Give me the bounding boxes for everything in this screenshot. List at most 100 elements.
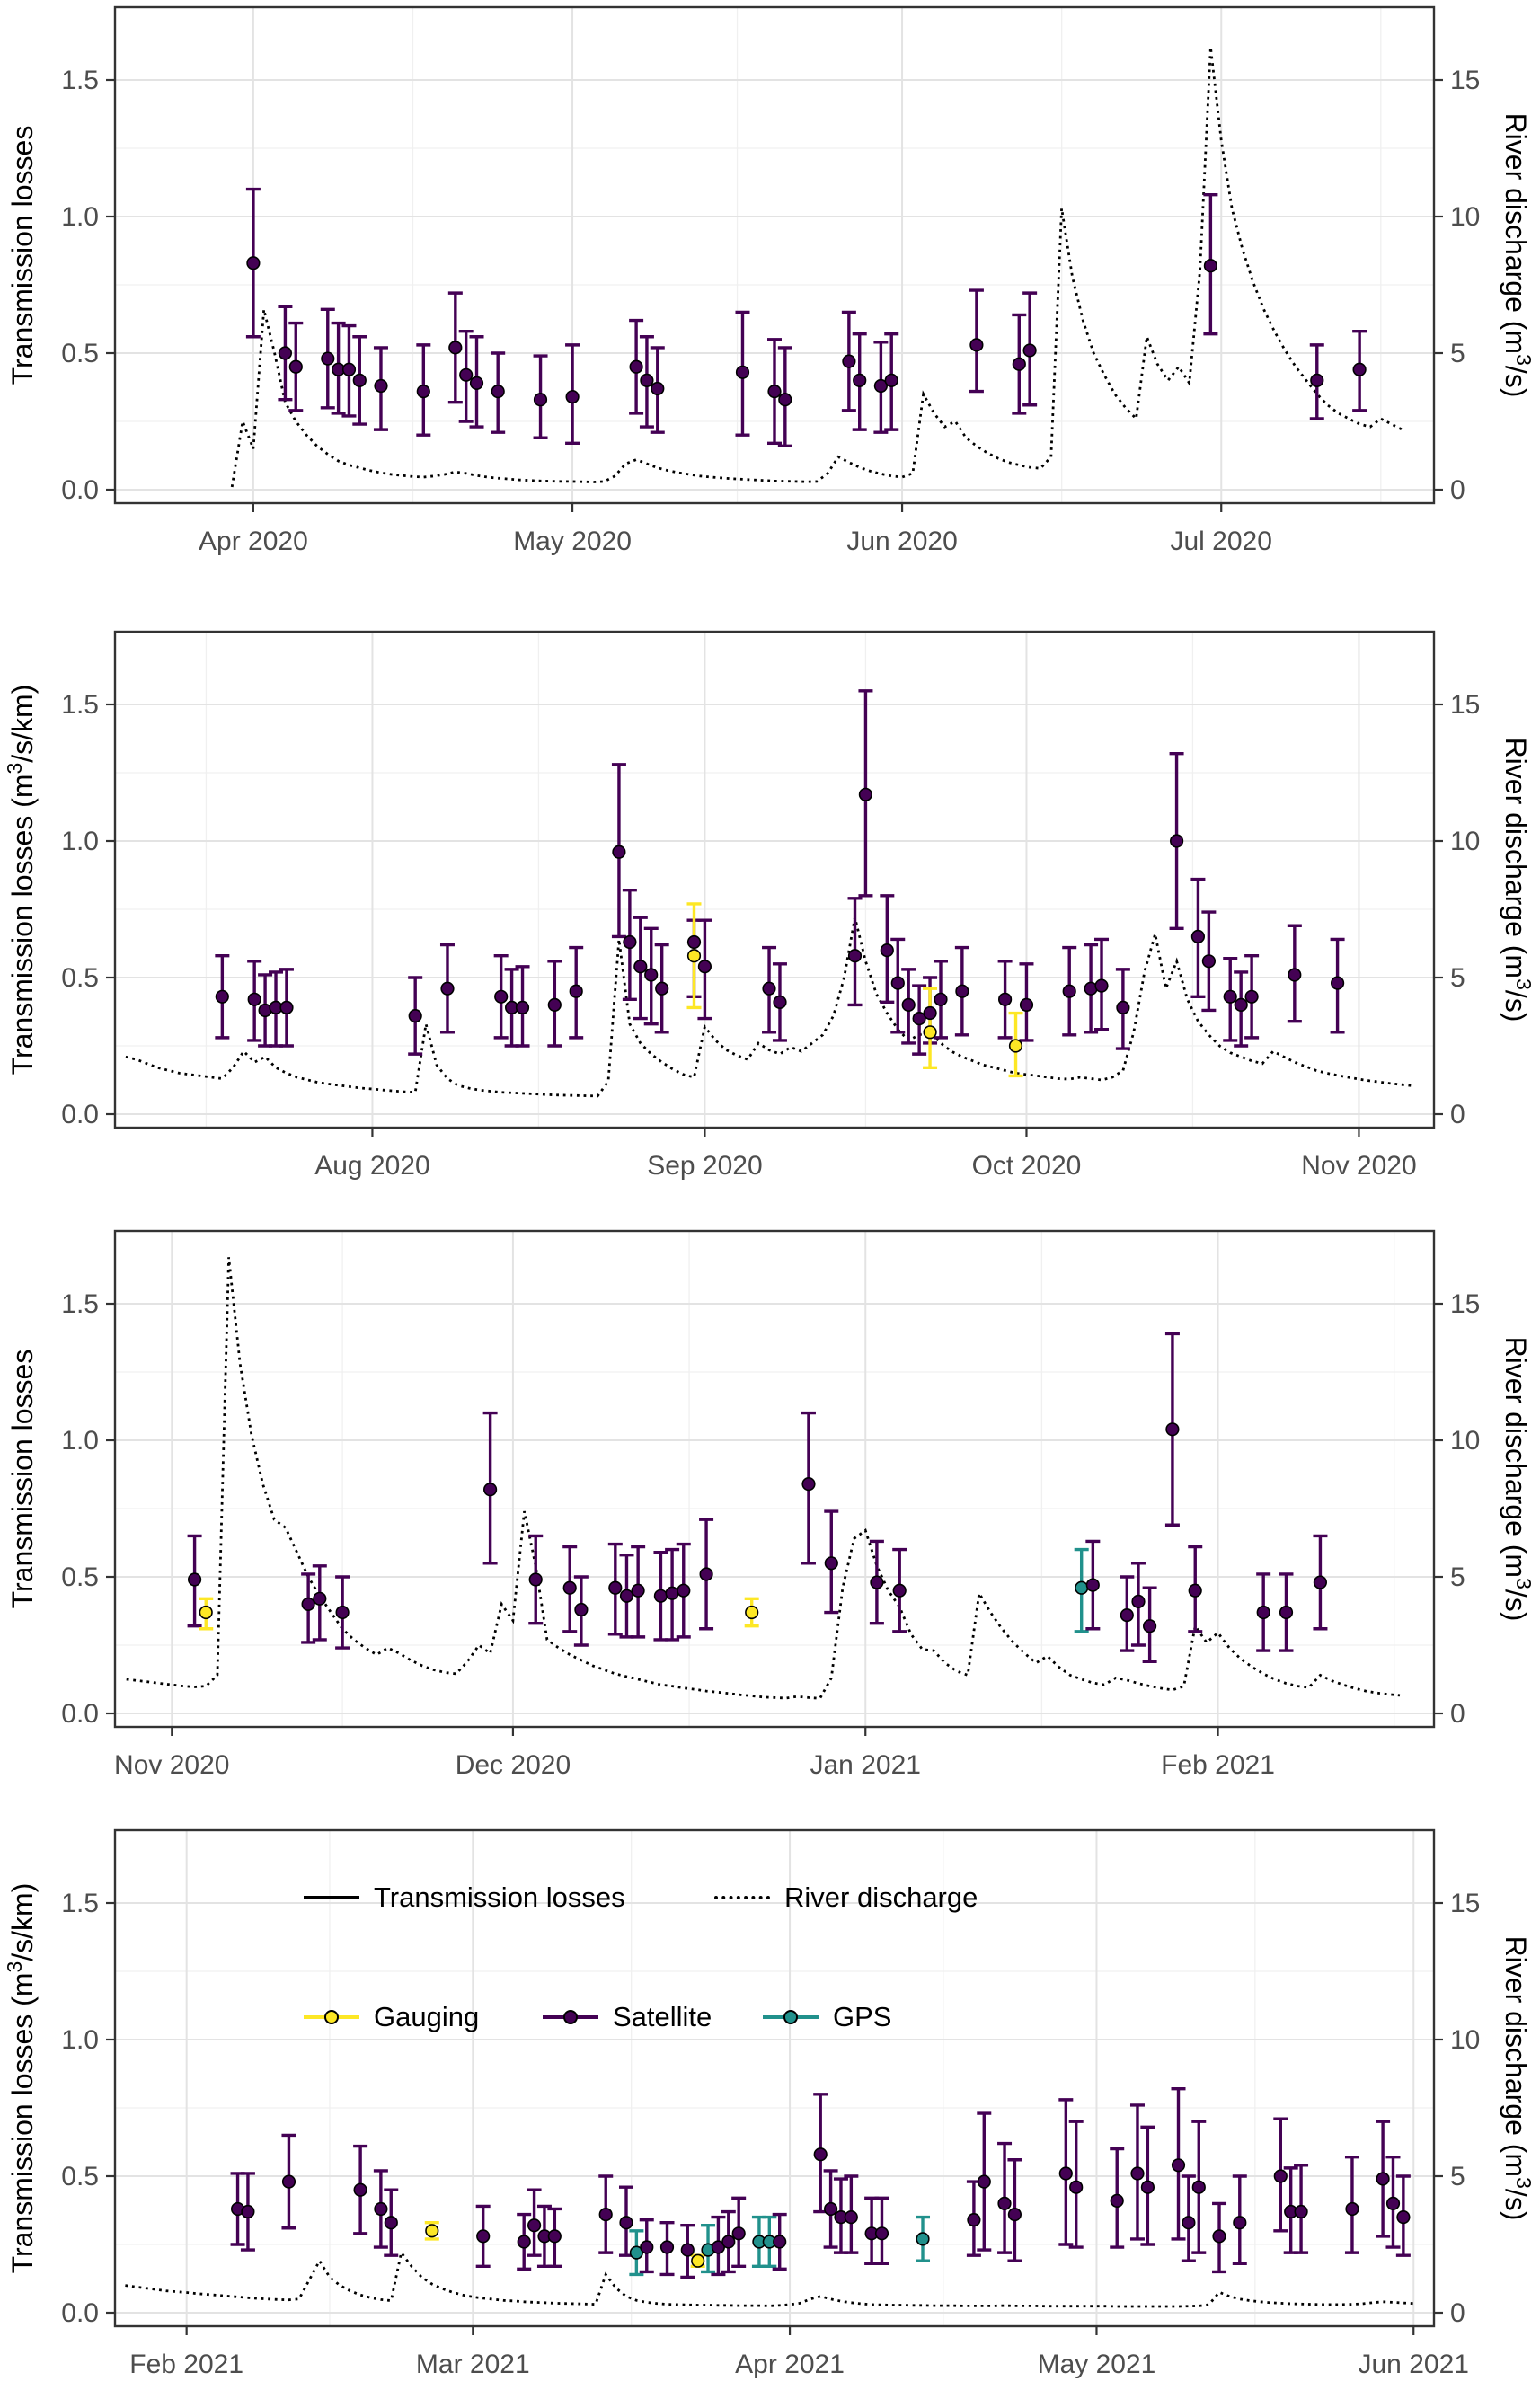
sat-point [1094, 978, 1109, 993]
x-tick-label: Apr 2021 [735, 2350, 845, 2379]
sat-point [469, 376, 484, 391]
x-tick-label: Nov 2020 [1301, 1151, 1416, 1181]
sat-point [640, 373, 654, 388]
sat-point [612, 845, 626, 859]
x-tick-label: Jul 2020 [1171, 527, 1272, 556]
sat-point [335, 1605, 350, 1620]
sat-point [246, 256, 261, 270]
gauge-point [686, 949, 702, 963]
sat-point [880, 943, 894, 958]
y-tick-label-left: 0.5 [61, 963, 99, 993]
sat-point [1256, 1605, 1270, 1620]
panel-1: Apr 2020 May 2020 Jun 2020 Jul 2020 0.0 0 0.5 5… [0, 0, 1540, 599]
sat-point [619, 1589, 634, 1603]
sat-point [313, 1591, 327, 1606]
sat-point [1273, 2169, 1288, 2183]
sat-point [631, 1583, 645, 1598]
sat-point [1085, 1578, 1100, 1592]
sat-point [644, 968, 659, 982]
sat-point [1169, 834, 1184, 848]
sat-point [721, 2235, 736, 2249]
y-tick-label-right: 15 [1450, 1289, 1480, 1319]
sat-point [440, 981, 455, 996]
sat-point [633, 960, 648, 974]
sat-point [874, 2226, 889, 2241]
sat-point [699, 1567, 713, 1581]
y-tick-label-right: 0 [1450, 475, 1465, 505]
sat-point [767, 385, 782, 399]
sat-point [321, 351, 335, 366]
legend-item-gps: GPS [763, 2001, 891, 2033]
sat-point [1288, 968, 1302, 982]
sat-point [1058, 2166, 1073, 2181]
sat-point [527, 2218, 542, 2233]
y-tick-label-left: 0.5 [61, 1562, 99, 1592]
y-axis-title-right: River discharge (m3/s) [1500, 1936, 1536, 2221]
sat-point [813, 2147, 828, 2162]
sat-point [598, 2208, 613, 2222]
y-tick-label-left: 0.0 [61, 2298, 99, 2328]
river-discharge-line [125, 916, 1413, 1098]
sat-point [1244, 989, 1259, 1004]
panel-4: Feb 2021 Mar 2021 Apr 2021 May 2021 Jun 2021… [0, 1798, 1540, 2399]
y-tick-label-right: 5 [1450, 1562, 1465, 1592]
sat-point [873, 378, 889, 394]
gauge-point [691, 2253, 705, 2268]
gauging-key-icon [304, 2010, 359, 2024]
sat-point [569, 984, 583, 998]
sat-point [677, 1583, 691, 1598]
sat-point [416, 385, 430, 399]
sat-point [281, 2174, 296, 2189]
y-axis-title-right: River discharge (m3/s) [1500, 738, 1536, 1022]
gauge-point [199, 1605, 213, 1620]
sat-point [1396, 2210, 1411, 2225]
y-tick-label-right: 5 [1450, 2162, 1465, 2191]
y-tick-label-right: 15 [1450, 1889, 1480, 1918]
sat-point [997, 992, 1013, 1006]
sat-point [847, 949, 863, 963]
sat-point [1142, 1619, 1157, 1633]
sat-point [892, 1583, 907, 1598]
sat-point [247, 992, 261, 1006]
sat-point [629, 359, 643, 374]
legend-item-transmission-losses: Transmission losses [304, 1881, 625, 1914]
sat-point [1345, 2201, 1359, 2217]
sat-point [844, 2210, 858, 2225]
sat-point [842, 354, 856, 368]
legend-item-satellite: Satellite [543, 2001, 712, 2033]
y-tick-label-left: 1.0 [61, 202, 99, 232]
sat-point [823, 2201, 838, 2217]
y-tick-label-left: 1.5 [61, 1289, 99, 1319]
legend-label: Transmission losses [374, 1881, 625, 1913]
sat-point [977, 2174, 991, 2189]
sat-point [1201, 954, 1216, 969]
sat-point [955, 984, 969, 998]
sat-point [655, 981, 669, 996]
gauge-point [745, 1605, 759, 1620]
plot-area [115, 1231, 1434, 1727]
panel-2: Aug 2020 Sep 2020 Oct 2020 Nov 2020 0.0 0 0.5 5… [0, 599, 1540, 1199]
sat-point [288, 359, 303, 374]
legend-item-river-discharge: River discharge [714, 1881, 978, 1914]
y-tick-label-left: 1.0 [61, 2025, 99, 2055]
legend-label: River discharge [784, 1881, 978, 1913]
sat-point [697, 960, 712, 974]
sat-point [1130, 2166, 1145, 2181]
y-tick-label-right: 10 [1450, 827, 1480, 856]
sat-point [967, 2213, 981, 2227]
sat-point [623, 934, 637, 950]
sat-point [665, 1586, 679, 1600]
sat-point [562, 1580, 577, 1595]
sat-point [801, 1477, 816, 1492]
sat-point [619, 2216, 633, 2230]
sat-point [1310, 373, 1324, 388]
panel-border [113, 1229, 1436, 1729]
y-tick-label-left: 0.0 [61, 1699, 99, 1729]
sat-point [384, 2216, 398, 2230]
sat-point [459, 367, 474, 382]
sat-point [188, 1572, 202, 1587]
x-tick-label: Dec 2020 [456, 1750, 571, 1780]
sat-point [1279, 1605, 1294, 1620]
sat-point [1062, 984, 1076, 998]
